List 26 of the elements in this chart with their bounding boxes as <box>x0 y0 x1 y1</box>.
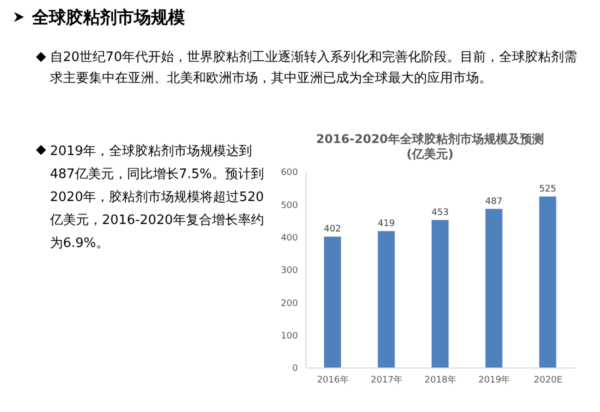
y-tick-label: 500 <box>280 200 298 211</box>
bar <box>539 196 556 368</box>
x-tick-label: 2017年 <box>370 374 403 386</box>
x-tick-label: 2016年 <box>316 374 349 386</box>
data-label: 419 <box>378 219 396 230</box>
text: 2019年，全球胶粘剂市场规模达到487亿美元，同比增长7.5%。预计到2020年，胶粘剂市场规模将超过520亿美元，2016-2020年复合增长率约为6.9%。 <box>49 143 265 253</box>
y-tick-label: 200 <box>280 298 298 309</box>
text: 自20世纪70年代开始，世界胶粘剂工业逐渐转入系列化和完善化阶段。目前，全球胶粘剂需求主要集中在亚洲、北美和欧洲市场，其中亚洲已成为全球最大的应用市场。 <box>49 49 578 88</box>
data-label: 487 <box>485 196 502 207</box>
y-tick-label: 100 <box>280 332 298 342</box>
bar <box>432 220 449 368</box>
bar <box>324 236 341 368</box>
bar <box>485 208 502 368</box>
data-label: 402 <box>324 224 342 235</box>
y-tick-label: 400 <box>280 234 298 244</box>
bar <box>378 231 395 368</box>
text: 全球胶粘剂市场规模 <box>32 7 185 29</box>
x-tick-label: 2020E <box>534 375 563 386</box>
data-label: 525 <box>539 184 556 194</box>
y-tick-label: 600 <box>280 168 298 178</box>
data-label: 453 <box>432 208 449 218</box>
y-tick-label: 0 <box>292 364 298 374</box>
x-tick-label: 2018年 <box>424 374 456 386</box>
y-tick-label: 300 <box>280 266 298 276</box>
x-tick-label: 2019年 <box>478 374 510 386</box>
chart-title: 2016-2020年全球胶粘剂市场规模及预测 (亿美元) <box>315 132 545 162</box>
